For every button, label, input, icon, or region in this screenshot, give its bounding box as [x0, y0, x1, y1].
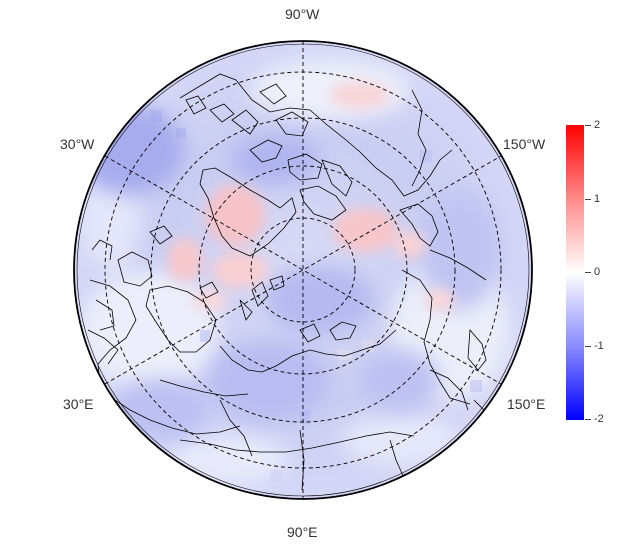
- colorbar-label-max: 2: [594, 119, 601, 131]
- longitude-label-top: 90°W: [285, 6, 320, 22]
- colorbar: [566, 125, 584, 420]
- colorbar-label: 1: [594, 193, 601, 205]
- colorbar-label-min: -2: [594, 413, 604, 425]
- coastlines: [87, 73, 489, 491]
- colorbar-label: -1: [594, 340, 604, 352]
- longitude-label-lower-right: 150°E: [507, 396, 546, 412]
- longitude-label-upper-right: 150°W: [503, 136, 546, 152]
- colorbar-tick: [585, 199, 591, 200]
- colorbar-tick: [585, 272, 591, 273]
- longitude-label-lower-left: 30°E: [63, 396, 94, 412]
- colorbar-tick: [585, 346, 591, 347]
- colorbar-tick: [585, 125, 591, 126]
- map-boundary: [73, 40, 533, 500]
- colorbar-label-zero: 0: [594, 266, 601, 278]
- longitude-label-bottom: 90°E: [287, 524, 318, 540]
- graticule: [104, 41, 502, 499]
- longitude-label-upper-left: 30°W: [60, 136, 95, 152]
- colorbar-tick: [585, 419, 591, 420]
